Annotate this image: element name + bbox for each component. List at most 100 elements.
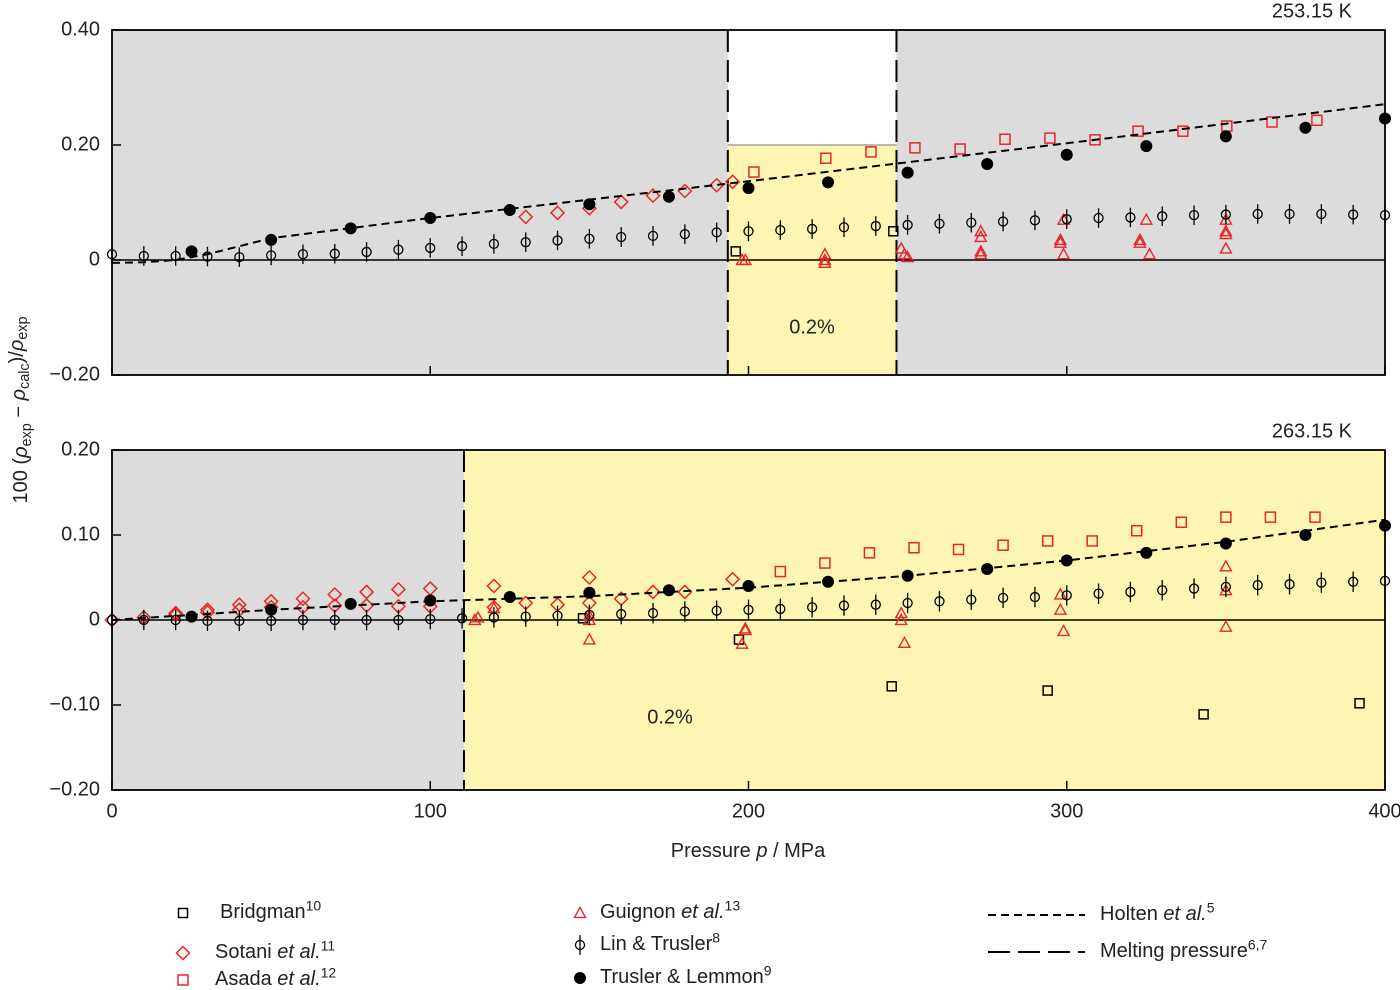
legend-ref: 12 bbox=[321, 964, 337, 980]
marker-circle bbox=[647, 608, 659, 619]
marker-square bbox=[909, 142, 921, 154]
legend-label: Sotani et al.11 bbox=[215, 937, 335, 963]
marker-circle bbox=[1125, 212, 1136, 223]
plot-frame bbox=[111, 29, 1386, 376]
legend-label: Guignon et al.13 bbox=[600, 897, 740, 923]
marker-circle bbox=[743, 226, 754, 237]
marker-circle bbox=[1284, 208, 1295, 220]
marker-circle bbox=[393, 614, 404, 626]
marker-diamond bbox=[645, 584, 661, 600]
marker-dot bbox=[822, 176, 835, 189]
marker-dot bbox=[503, 203, 516, 216]
marker-square bbox=[748, 166, 760, 178]
marker-circle bbox=[934, 596, 945, 607]
marker-triangle bbox=[471, 610, 485, 623]
legend-ref: 5 bbox=[1207, 899, 1215, 915]
marker-circle bbox=[265, 615, 277, 626]
marker-diamond bbox=[613, 194, 629, 210]
text-part: Sotani bbox=[215, 941, 277, 963]
marker-square bbox=[1132, 125, 1144, 137]
marker-triangle bbox=[738, 621, 753, 634]
marker-circle bbox=[966, 594, 977, 605]
marker-circle bbox=[1125, 586, 1136, 598]
marker-triangle bbox=[894, 606, 908, 619]
marker-square bbox=[1175, 516, 1188, 528]
text-part: calc bbox=[17, 363, 33, 389]
marker-circle bbox=[870, 220, 881, 232]
marker-triangle bbox=[1053, 587, 1068, 600]
marker-dot bbox=[185, 610, 198, 623]
y-tick-label: 0.40 bbox=[61, 18, 100, 40]
marker-diamond bbox=[327, 586, 343, 603]
marker-triangle bbox=[900, 250, 915, 263]
marker-circle bbox=[1061, 590, 1072, 601]
marker-dot bbox=[424, 212, 437, 225]
marker-square bbox=[1177, 125, 1189, 137]
marker-circle bbox=[1093, 588, 1104, 599]
text-part: exp bbox=[19, 423, 35, 446]
marker-circle bbox=[574, 939, 586, 951]
plot-frame bbox=[111, 449, 1386, 791]
marker-triangle bbox=[738, 253, 753, 266]
marker-circle bbox=[170, 614, 181, 626]
marker-diamond bbox=[390, 581, 406, 597]
marker-diamond bbox=[175, 945, 191, 961]
x-tick-label: 0 bbox=[106, 800, 117, 822]
band-label: 0.2% bbox=[789, 316, 835, 338]
marker-triangle bbox=[1133, 235, 1147, 248]
marker-triangle bbox=[1056, 624, 1071, 637]
marker-circle bbox=[775, 603, 786, 615]
marker-dot bbox=[1140, 546, 1153, 559]
marker-triangle bbox=[1139, 212, 1154, 225]
text-part: et al. bbox=[277, 968, 320, 990]
marker-diamond bbox=[709, 177, 725, 193]
marker-triangle bbox=[1053, 602, 1068, 615]
marker-circle bbox=[997, 592, 1009, 604]
marker-triangle bbox=[974, 244, 988, 257]
text-part: Asada bbox=[215, 968, 277, 990]
marker-dot bbox=[574, 972, 586, 984]
text-part: Pressure bbox=[671, 840, 757, 862]
marker-circle bbox=[1157, 211, 1168, 222]
marker-dot bbox=[1219, 537, 1232, 550]
x-axis-title: Pressure p / MPa bbox=[671, 840, 826, 862]
y-axis-title: 100 (ρexp − ρcalc)/ρexp bbox=[6, 316, 34, 503]
x-tick-label: 100 bbox=[414, 800, 447, 822]
marker-circle bbox=[743, 604, 754, 615]
marker-circle bbox=[711, 227, 722, 238]
marker-circle bbox=[552, 610, 563, 621]
marker-triangle bbox=[894, 241, 908, 254]
marker-square bbox=[997, 539, 1009, 551]
marker-square bbox=[1089, 134, 1101, 146]
y-tick-label: 0.20 bbox=[61, 133, 100, 155]
marker-square bbox=[820, 152, 832, 164]
marker-triangle bbox=[1053, 232, 1068, 245]
marker-diamond bbox=[725, 174, 741, 190]
marker-square bbox=[1131, 525, 1143, 537]
marker-triangle bbox=[1219, 241, 1233, 254]
marker-triangle bbox=[974, 230, 988, 243]
marker-circle bbox=[775, 224, 786, 236]
legend-ref: 9 bbox=[764, 962, 772, 978]
model-line bbox=[111, 103, 1386, 264]
marker-triangle bbox=[1053, 235, 1068, 248]
text-part: Guignon bbox=[600, 901, 681, 923]
text-part: ρ bbox=[6, 340, 28, 352]
legend-ref: 8 bbox=[712, 929, 720, 945]
marker-dot bbox=[742, 182, 755, 195]
model-line bbox=[111, 518, 1386, 621]
marker-diamond bbox=[725, 571, 741, 587]
marker-square bbox=[1198, 709, 1209, 720]
marker-circle bbox=[425, 614, 436, 625]
text-part: Holten bbox=[1100, 903, 1163, 925]
legend-ref: 6,7 bbox=[1248, 936, 1268, 952]
marker-triangle bbox=[468, 613, 482, 626]
marker-circle bbox=[1252, 580, 1263, 591]
legend-ref: 10 bbox=[306, 897, 322, 913]
marker-diamond bbox=[581, 569, 597, 586]
marker-circle bbox=[488, 238, 500, 250]
marker-circle bbox=[902, 597, 913, 609]
text-part: ρ bbox=[8, 389, 30, 401]
marker-dot bbox=[1219, 130, 1232, 143]
legend-label: Melting pressure6,7 bbox=[1100, 936, 1268, 962]
